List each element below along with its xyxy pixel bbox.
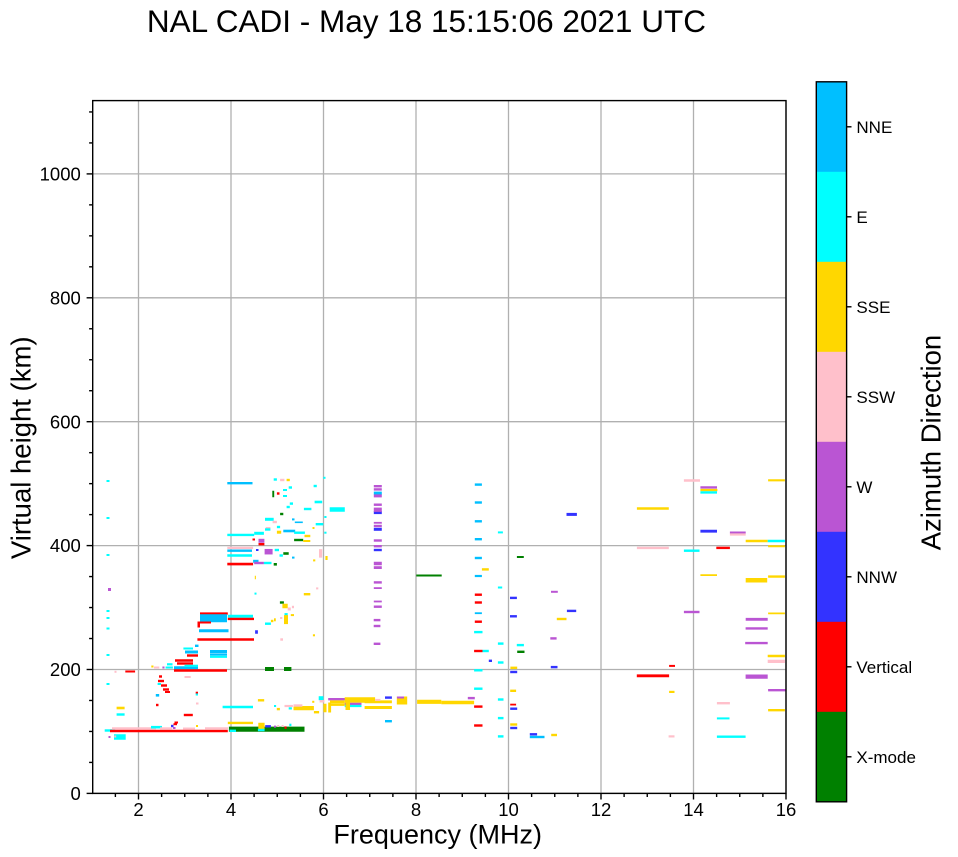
svg-text:0: 0 — [71, 783, 81, 804]
svg-text:16: 16 — [776, 799, 797, 820]
svg-text:6: 6 — [318, 799, 328, 820]
svg-text:X-mode: X-mode — [856, 748, 916, 767]
svg-text:12: 12 — [591, 799, 612, 820]
svg-text:E: E — [856, 208, 867, 227]
svg-text:Virtual height (km): Virtual height (km) — [6, 336, 37, 559]
svg-text:SSE: SSE — [856, 298, 890, 317]
svg-text:8: 8 — [411, 799, 421, 820]
svg-text:Frequency (MHz): Frequency (MHz) — [333, 819, 542, 849]
svg-text:Azimuth Direction: Azimuth Direction — [915, 335, 946, 551]
svg-text:800: 800 — [50, 287, 81, 308]
svg-text:NNW: NNW — [856, 568, 897, 587]
svg-text:400: 400 — [50, 535, 81, 556]
svg-text:W: W — [856, 478, 872, 497]
svg-text:14: 14 — [683, 799, 704, 820]
svg-text:NNE: NNE — [856, 118, 892, 137]
svg-text:1000: 1000 — [40, 164, 81, 185]
svg-text:2: 2 — [133, 799, 143, 820]
svg-text:NAL CADI - May 18 15:15:06 202: NAL CADI - May 18 15:15:06 2021 UTC — [147, 3, 706, 39]
svg-text:Vertical: Vertical — [856, 658, 912, 677]
svg-text:SSW: SSW — [856, 388, 895, 407]
svg-text:10: 10 — [498, 799, 519, 820]
svg-text:4: 4 — [226, 799, 236, 820]
svg-text:600: 600 — [50, 411, 81, 432]
svg-text:200: 200 — [50, 659, 81, 680]
